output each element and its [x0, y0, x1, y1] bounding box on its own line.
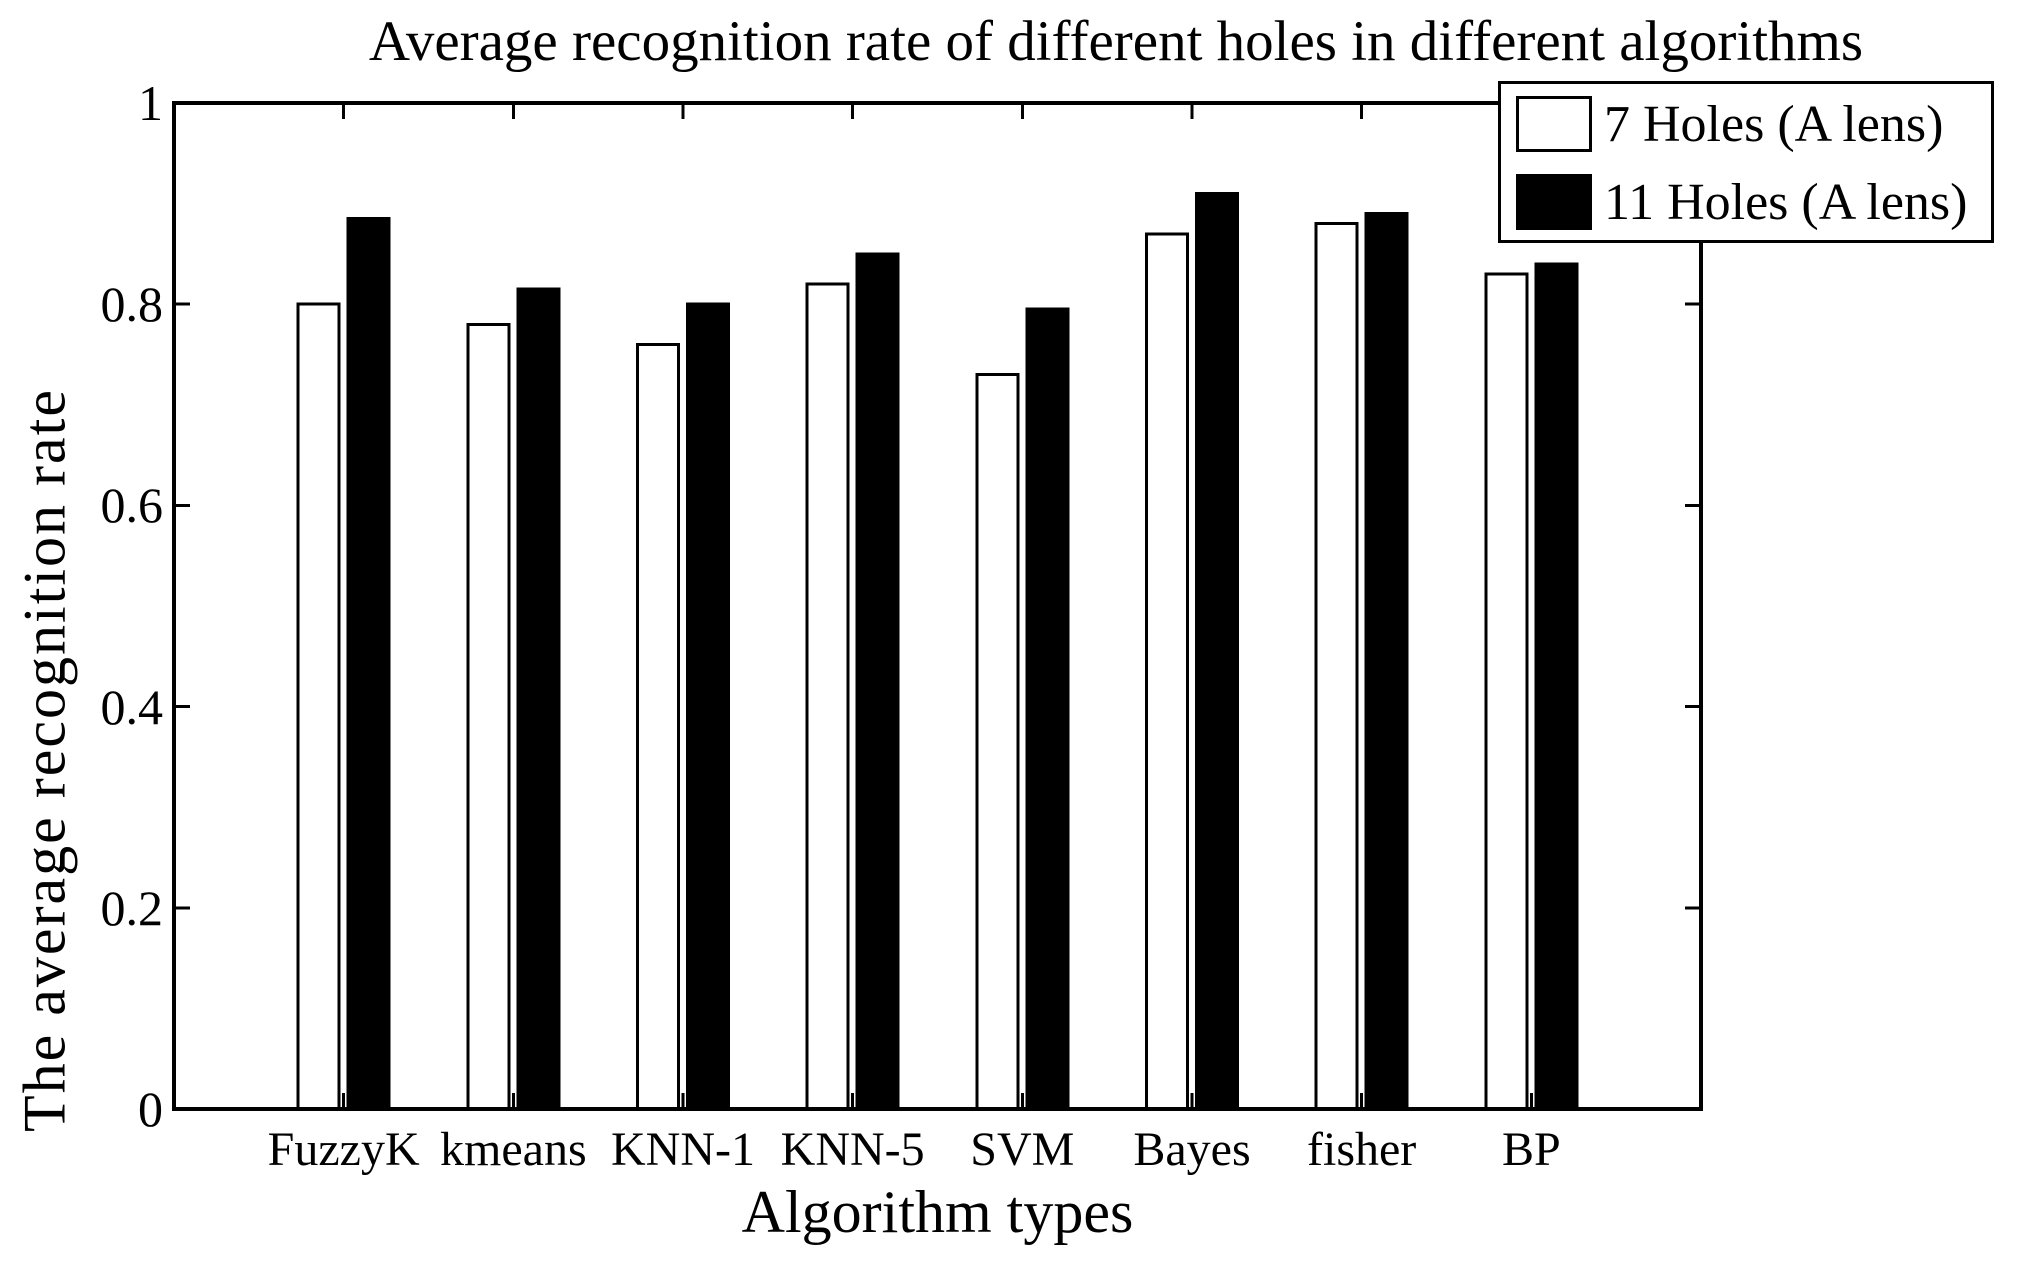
category-label-fisher: fisher [1307, 1123, 1417, 1176]
bar-kmeans-series1 [516, 287, 561, 1111]
bar-Bayes-series1 [1195, 192, 1239, 1111]
bar-KNN-1-series0 [636, 342, 680, 1111]
category-label-KNN-1: KNN-1 [611, 1123, 755, 1176]
bar-KNN-5-series1 [855, 252, 900, 1111]
y-tick-label-0.8: 0.8 [100, 276, 164, 333]
bar-SVM-series1 [1025, 307, 1070, 1111]
category-label-SVM: SVM [970, 1123, 1075, 1176]
category-label-kmeans: kmeans [440, 1123, 587, 1176]
category-label-Bayes: Bayes [1133, 1123, 1251, 1176]
bar-FuzzyK-series0 [296, 302, 341, 1111]
y-tick-label-0: 0 [138, 1081, 163, 1137]
legend-entry-11-holes: 11 Holes (A lens) [1501, 163, 1991, 241]
y-tick-label-1: 1 [138, 75, 163, 131]
bar-SVM-series0 [975, 373, 1020, 1111]
y-tick-label-0.2: 0.2 [100, 879, 164, 936]
bar-kmeans-series0 [466, 322, 511, 1111]
legend-label-7-holes: 7 Holes (A lens) [1604, 95, 1944, 153]
legend-swatch-black-icon [1516, 174, 1592, 230]
bar-BP-series0 [1484, 272, 1529, 1111]
legend-swatch-white-icon [1516, 96, 1592, 152]
bar-KNN-5-series0 [805, 282, 850, 1111]
axes-box [172, 101, 1703, 1111]
legend-box: 7 Holes (A lens) 11 Holes (A lens) [1498, 81, 1994, 243]
bar-fisher-series1 [1364, 212, 1409, 1111]
bar-fisher-series0 [1314, 222, 1359, 1111]
chart-title: Average recognition rate of different ho… [368, 10, 1864, 73]
y-tick-label-0.6: 0.6 [100, 477, 164, 534]
bar-KNN-1-series1 [686, 302, 730, 1111]
category-label-BP: BP [1501, 1123, 1561, 1176]
category-label-FuzzyK: FuzzyK [267, 1123, 420, 1176]
category-label-KNN-5: KNN-5 [780, 1123, 925, 1176]
bar-Bayes-series0 [1145, 232, 1189, 1111]
x-axis-label: Algorithm types [741, 1179, 1134, 1245]
legend-entry-7-holes: 7 Holes (A lens) [1501, 85, 1991, 163]
legend-label-11-holes: 11 Holes (A lens) [1604, 173, 1968, 231]
y-tick-label-0.4: 0.4 [100, 678, 164, 735]
bar-BP-series1 [1534, 262, 1579, 1111]
bar-FuzzyK-series1 [346, 217, 391, 1111]
